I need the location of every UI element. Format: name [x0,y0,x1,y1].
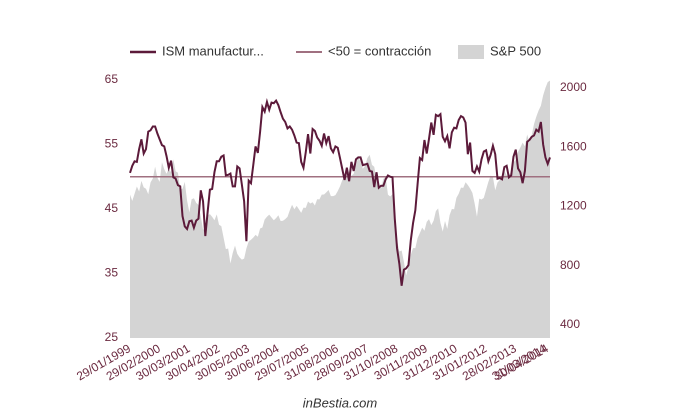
y-tick-label: 65 [105,72,119,86]
y2-tick-label: 1600 [560,139,587,153]
y-tick-label: 55 [105,137,119,151]
legend-label: S&P 500 [490,43,541,58]
y-tick-label: 35 [105,266,119,280]
y2-tick-label: 400 [560,317,580,331]
y2-tick-label: 800 [560,258,580,272]
y-tick-label: 25 [105,330,119,344]
legend-label: ISM manufactur... [162,43,264,58]
y2-tick-label: 2000 [560,80,587,94]
line [129,98,551,286]
y2-tick-label: 1200 [560,199,587,213]
y-tick-label: 45 [105,201,119,215]
source: inBestia.com [303,395,378,410]
legend-label: <50 = contracción [328,43,431,58]
legend-swatch [458,45,484,59]
area [130,80,550,338]
